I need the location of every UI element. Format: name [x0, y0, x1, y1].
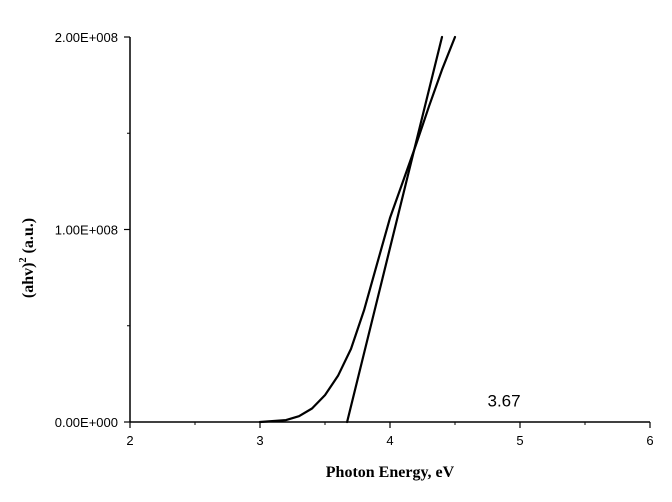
tangent-line	[346, 35, 444, 424]
y-tick-label: 2.00E+008	[55, 30, 118, 45]
y-tick-label: 1.00E+008	[55, 223, 118, 238]
x-tick-label: 3	[256, 433, 263, 448]
x-tick-label: 4	[386, 433, 393, 448]
x-axis-title: Photon Energy, eV	[326, 464, 455, 481]
x-tick-label: 6	[646, 433, 653, 448]
absorption-curve	[258, 35, 457, 424]
y-axis-title: (ahv)2 (a.u.)	[18, 218, 37, 298]
x-tick-label: 5	[516, 433, 523, 448]
y-axis-title-main: (ahv)	[20, 263, 37, 299]
y-tick-label: 0.00E+000	[55, 415, 118, 430]
y-axis-title-superscript: 2	[18, 258, 29, 263]
x-tick-label: 2	[126, 433, 133, 448]
y-axis-title-unit: (a.u.)	[20, 218, 37, 254]
annotation-label: 3.67	[488, 392, 521, 411]
